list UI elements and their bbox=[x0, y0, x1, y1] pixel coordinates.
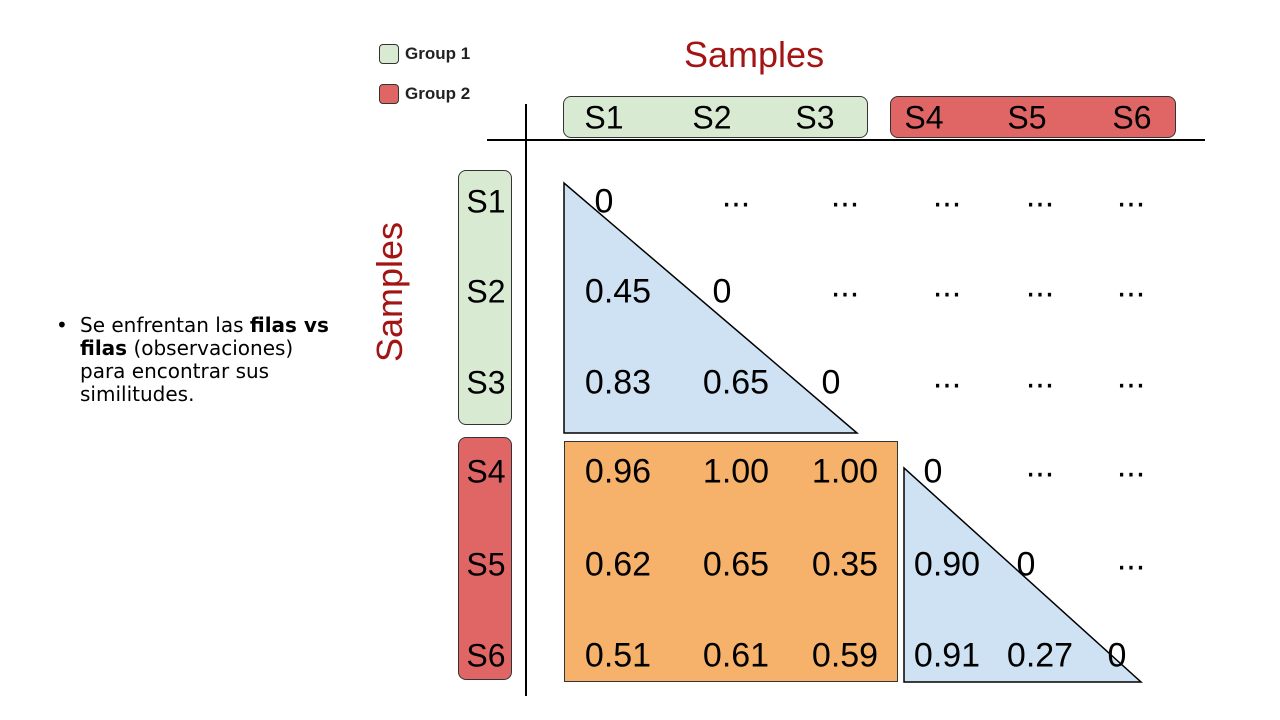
matrix-cell-r5-c6: ... bbox=[1116, 539, 1146, 578]
between-groups-block bbox=[564, 441, 898, 682]
matrix-cell-r3-c2: 0.65 bbox=[702, 363, 770, 402]
column-group2-box bbox=[890, 96, 1176, 138]
bullet-text-before: Se enfrentan las bbox=[80, 313, 250, 337]
legend-label-group2: Group 2 bbox=[405, 84, 471, 103]
matrix-cell-r6-c1: 0.51 bbox=[584, 636, 652, 675]
bullet-dot: • bbox=[56, 313, 68, 337]
column-header-s4: S4 bbox=[904, 99, 944, 136]
matrix-cell-r4-c6: ... bbox=[1116, 446, 1146, 485]
matrix-cell-r6-c6: 0 bbox=[1107, 636, 1127, 675]
matrix-cell-r5-c4: 0.90 bbox=[913, 545, 981, 584]
column-header-s6: S6 bbox=[1112, 99, 1152, 136]
row-header-s3: S3 bbox=[466, 364, 506, 401]
matrix-cell-r6-c2: 0.61 bbox=[702, 636, 770, 675]
matrix-cell-r1-c3: ... bbox=[830, 176, 860, 215]
matrix-cell-r6-c4: 0.91 bbox=[913, 636, 981, 675]
row-header-s2: S2 bbox=[466, 273, 506, 310]
vertical-axis-line bbox=[525, 104, 527, 696]
row-header-s4: S4 bbox=[466, 453, 506, 490]
matrix-cell-r2-c4: ... bbox=[932, 266, 962, 305]
matrix-cell-r3-c5: ... bbox=[1025, 357, 1055, 396]
matrix-cell-r3-c3: 0 bbox=[821, 363, 841, 402]
matrix-cell-r2-c5: ... bbox=[1025, 266, 1055, 305]
column-header-s3: S3 bbox=[795, 99, 835, 136]
matrix-cell-r2-c3: ... bbox=[830, 266, 860, 305]
matrix-cell-r2-c6: ... bbox=[1116, 266, 1146, 305]
row-group1-box bbox=[458, 170, 512, 425]
column-header-s5: S5 bbox=[1007, 99, 1047, 136]
row-header-s6: S6 bbox=[466, 637, 506, 674]
within-group1-triangle bbox=[563, 181, 860, 434]
bullet-text-after: (observaciones) para encontrar sus simil… bbox=[80, 336, 294, 406]
matrix-cell-r2-c1: 0.45 bbox=[584, 272, 652, 311]
matrix-cell-r3-c1: 0.83 bbox=[584, 363, 652, 402]
matrix-cell-r4-c2: 1.00 bbox=[702, 452, 770, 491]
bullet-bold-text: filas vs filas bbox=[80, 313, 329, 360]
matrix-cell-r4-c5: ... bbox=[1025, 446, 1055, 485]
legend-label-group1: Group 1 bbox=[405, 44, 471, 63]
matrix-cell-r1-c6: ... bbox=[1116, 176, 1146, 215]
row-header-s1: S1 bbox=[466, 183, 506, 220]
matrix-cell-r5-c5: 0 bbox=[1016, 545, 1036, 584]
matrix-cell-r1-c1: 0 bbox=[594, 182, 614, 221]
matrix-cell-r1-c2: ... bbox=[721, 176, 751, 215]
horizontal-axis-line bbox=[487, 139, 1205, 141]
matrix-cell-r4-c3: 1.00 bbox=[811, 452, 879, 491]
legend-item-group2: Group 2 bbox=[379, 84, 470, 104]
samples-title-top: Samples bbox=[684, 34, 825, 75]
legend-item-group1: Group 1 bbox=[379, 44, 470, 64]
matrix-cell-r1-c4: ... bbox=[932, 176, 962, 215]
matrix-cell-r2-c2: 0 bbox=[712, 272, 732, 311]
legend-swatch-group1 bbox=[379, 44, 399, 64]
matrix-cell-r1-c5: ... bbox=[1025, 176, 1055, 215]
row-header-s5: S5 bbox=[466, 546, 506, 583]
matrix-cell-r3-c4: ... bbox=[932, 357, 962, 396]
matrix-cell-r6-c3: 0.59 bbox=[811, 636, 879, 675]
column-group1-box bbox=[563, 96, 868, 138]
matrix-cell-r5-c2: 0.65 bbox=[702, 545, 770, 584]
matrix-cell-r5-c3: 0.35 bbox=[811, 545, 879, 584]
column-header-s2: S2 bbox=[692, 99, 732, 136]
within-group2-triangle bbox=[903, 466, 1143, 683]
matrix-cell-r3-c6: ... bbox=[1116, 357, 1146, 396]
matrix-cell-r5-c1: 0.62 bbox=[584, 545, 652, 584]
bullet-text: • Se enfrentan las filas vs filas (obser… bbox=[56, 313, 330, 406]
column-header-s1: S1 bbox=[584, 99, 624, 136]
matrix-cell-r6-c5: 0.27 bbox=[1006, 636, 1074, 675]
row-group2-box bbox=[458, 437, 512, 680]
matrix-cell-r4-c1: 0.96 bbox=[584, 452, 652, 491]
legend-swatch-group2 bbox=[379, 84, 399, 104]
matrix-cell-r4-c4: 0 bbox=[923, 452, 943, 491]
